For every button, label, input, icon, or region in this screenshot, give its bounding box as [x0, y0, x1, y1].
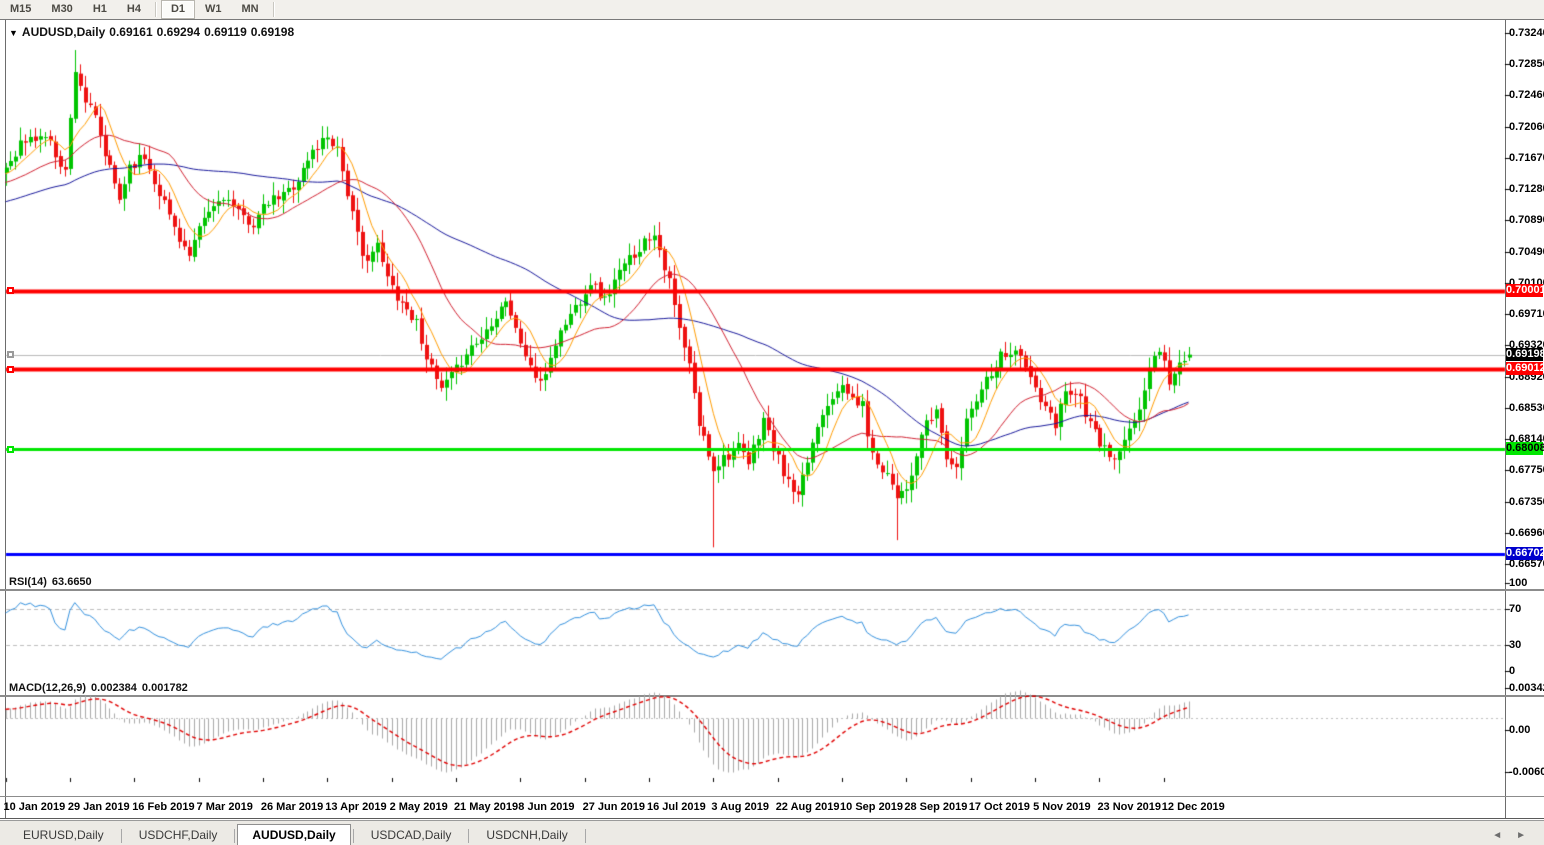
line-handle-support-line-0.68008[interactable]	[7, 445, 14, 453]
chart-panel	[0, 19, 1544, 819]
chart-tab-eurusd[interactable]: EURUSD,Daily	[23, 828, 104, 842]
pane-splitter-macd-dates	[0, 796, 1544, 797]
timeframe-toolbar: M15 M30 H1 H4 D1 W1 MN	[0, 0, 1544, 20]
tab-separator	[584, 829, 586, 843]
macd-indicator-label: MACD(12,26,9) 0.002384 0.001782	[9, 682, 193, 694]
date-axis-label: 13 Apr 2019	[325, 801, 387, 813]
price-axis-label: 0.66570	[1509, 558, 1544, 571]
date-axis-label: 26 Mar 2019	[260, 801, 324, 813]
ohlc-open: 0.69161	[109, 25, 153, 39]
tab-separator	[120, 829, 122, 843]
timeframe-button-w1[interactable]: W1	[205, 3, 222, 15]
tab-scroll-right-icon[interactable]: ►	[1516, 830, 1526, 841]
date-axis-label: 2 May 2019	[389, 801, 448, 813]
macd-title: MACD(12,26,9)	[9, 682, 87, 694]
rsi-axis-label: 0	[1509, 665, 1516, 677]
rsi-title: RSI(14)	[9, 576, 47, 588]
chart-left-border	[5, 20, 6, 819]
price-label-support-line-0.68008: 0.68008	[1506, 442, 1544, 456]
date-axis-label: 28 Sep 2019	[904, 801, 968, 813]
date-axis-label: 27 Jun 2019	[582, 801, 646, 813]
date-axis-label: 12 Dec 2019	[1161, 801, 1225, 813]
date-axis-label: 17 Oct 2019	[968, 801, 1030, 813]
toolbar-separator	[154, 2, 157, 17]
rsi-axis-label: 30	[1509, 638, 1522, 651]
macd-axis-label: -0.006069	[1509, 766, 1544, 778]
line-handle-current-price-line[interactable]	[7, 351, 14, 359]
tab-separator	[234, 829, 236, 843]
date-axis-label: 29 Jan 2019	[67, 801, 130, 813]
date-axis-label: 22 Aug 2019	[775, 801, 840, 813]
date-axis-label: 10 Jan 2019	[3, 801, 66, 813]
timeframe-button-mn[interactable]: MN	[241, 3, 259, 15]
tab-separator	[352, 829, 354, 843]
price-axis-separator	[1505, 20, 1506, 819]
tab-scroll-arrows: ◄ ►	[1492, 830, 1526, 842]
ohlc-close: 0.69198	[250, 25, 295, 39]
macd-axis-label: 0.003421	[1509, 682, 1544, 694]
rsi-value: 63.6650	[51, 576, 92, 588]
price-label-resistance-line-0.70001: 0.70001	[1506, 283, 1544, 297]
ohlc-low: 0.69119	[204, 25, 247, 39]
timeframe-button-d1[interactable]: D1	[160, 0, 195, 19]
rsi-axis-label: 70	[1509, 603, 1522, 616]
date-axis-label: 21 May 2019	[453, 801, 519, 813]
macd-value: 0.002384	[91, 682, 137, 694]
ohlc-high: 0.69294	[156, 25, 201, 39]
macd-axis-label: 0.00	[1509, 724, 1531, 736]
timeframe-button-m30[interactable]: M30	[51, 3, 73, 15]
timeframe-button-m15[interactable]: M15	[10, 3, 32, 15]
tab-scroll-left-icon[interactable]: ◄	[1492, 830, 1503, 841]
pane-splitter-main-rsi[interactable]	[0, 589, 1544, 591]
chart-symbol-label: AUDUSD,Daily	[21, 25, 106, 39]
date-axis-label: 10 Sep 2019	[840, 801, 904, 813]
chart-bottom-border	[0, 818, 1544, 819]
price-label-current-price-line: 0.69198	[1506, 347, 1544, 361]
tab-separator	[468, 829, 470, 843]
timeframe-button-h1[interactable]: H1	[92, 3, 107, 15]
timeframe-button-h4[interactable]: H4	[126, 3, 141, 15]
chart-tab-usdchf[interactable]: USDCHF,Daily	[138, 828, 218, 842]
rsi-indicator-label: RSI(14) 63.6650	[9, 576, 97, 588]
chart-tab-bar: EURUSD,Daily USDCHF,Daily AUDUSD,Daily USDC…	[0, 820, 1544, 845]
macd-signal-value: 0.001782	[141, 682, 188, 694]
line-handle-resistance-line-0.69012[interactable]	[7, 365, 14, 373]
date-axis-label: 7 Mar 2019	[196, 801, 253, 813]
chart-tab-usdcad[interactable]: USDCAD,Daily	[370, 828, 452, 842]
chart-tab-audusd[interactable]: AUDUSD,Daily	[237, 824, 351, 845]
date-axis-label: 5 Nov 2019	[1033, 801, 1091, 813]
symbol-dropdown-icon[interactable]: ▼	[9, 28, 18, 38]
date-axis-label: 3 Aug 2019	[711, 801, 770, 813]
rsi-axis-label: 100	[1509, 577, 1528, 589]
date-axis-label: 8 Jun 2019	[518, 801, 575, 813]
chart-title[interactable]: ▼ AUDUSD,Daily 0.69161 0.69294 0.69119 0.6919…	[9, 25, 298, 39]
price-label-resistance-line-0.69012: 0.69012	[1506, 362, 1544, 376]
pane-splitter-rsi-macd[interactable]	[0, 695, 1544, 697]
price-label-support-line-0.66702: 0.66702	[1506, 546, 1544, 560]
chart-tab-usdcnh[interactable]: USDCNH,Daily	[486, 828, 568, 842]
line-handle-resistance-line-0.70001[interactable]	[7, 287, 14, 295]
date-axis-label: 16 Feb 2019	[132, 801, 195, 813]
date-axis-label: 23 Nov 2019	[1097, 801, 1162, 813]
toolbar-separator	[272, 2, 275, 17]
date-axis-label: 16 Jul 2019	[647, 801, 706, 813]
